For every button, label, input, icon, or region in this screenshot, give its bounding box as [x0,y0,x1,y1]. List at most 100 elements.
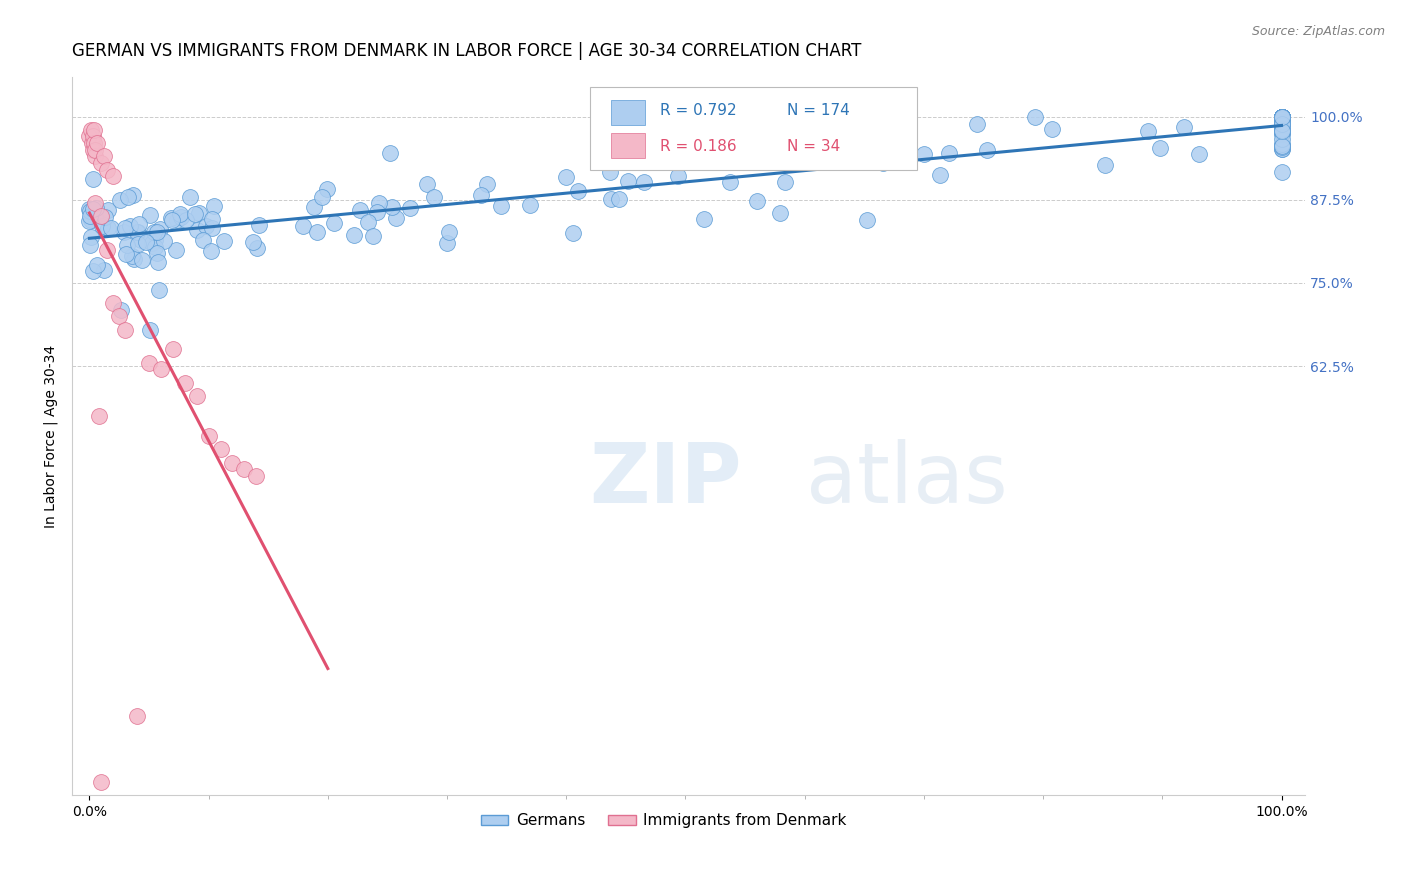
Point [773,149,796,163]
Point [305,226,328,240]
Point [90,156,112,170]
Point [79,209,101,223]
Point [202,199,225,213]
Point [1270,110,1292,124]
Point [912,147,935,161]
Point [666,169,689,183]
Point [121,188,143,202]
Point [1270,139,1292,153]
Point [747,194,769,208]
Point [1270,110,1292,124]
Point [93,149,115,163]
Point [83,136,105,150]
Point [1270,123,1292,137]
Point [1149,141,1171,155]
Point [201,211,224,226]
Point [607,192,630,206]
Bar [610,133,645,158]
Point [617,173,640,187]
Point [1270,110,1292,124]
Text: atlas: atlas [806,439,1008,520]
Point [214,234,236,248]
Point [242,235,264,250]
Point [131,252,153,267]
Point [1270,110,1292,124]
Point [82,202,104,216]
Point [1270,115,1292,129]
Point [245,469,267,483]
Point [633,175,655,189]
Point [79,123,101,137]
Legend: Germans, Immigrants from Denmark: Germans, Immigrants from Denmark [475,807,853,835]
Point [179,190,201,204]
Point [82,143,104,157]
Point [852,112,875,126]
Point [1270,110,1292,124]
Point [143,225,166,239]
Point [366,205,388,219]
Point [1270,110,1292,124]
Point [143,233,166,247]
Point [90,775,112,789]
Point [1188,147,1211,161]
Point [1270,110,1292,124]
Point [599,165,621,179]
Point [121,249,143,263]
Point [1270,110,1292,124]
Point [108,309,131,323]
Point [718,175,741,189]
Point [1270,126,1292,140]
Point [128,217,150,231]
Point [381,200,404,214]
Point [349,203,371,218]
Point [209,442,232,457]
Point [82,264,104,278]
Point [769,206,792,220]
Point [139,208,162,222]
Point [127,237,149,252]
Point [200,220,222,235]
Point [1270,110,1292,124]
Point [93,263,115,277]
Point [184,207,207,221]
Point [311,190,333,204]
Point [1270,110,1292,124]
Point [91,219,114,233]
Point [385,211,408,225]
Point [246,241,269,255]
Point [1270,110,1292,124]
Point [439,225,461,239]
Point [96,162,118,177]
Point [357,215,380,229]
Point [890,148,912,162]
Point [135,235,157,250]
Point [83,123,105,137]
Point [148,283,170,297]
Point [82,129,104,144]
Point [108,193,131,207]
Point [315,182,337,196]
Point [399,201,422,215]
FancyBboxPatch shape [589,87,917,170]
Point [554,169,576,184]
Point [200,244,222,258]
Point [103,169,125,184]
Point [367,195,389,210]
Point [79,129,101,144]
Point [1270,137,1292,152]
Text: GERMAN VS IMMIGRANTS FROM DENMARK IN LABOR FORCE | AGE 30-34 CORRELATION CHART: GERMAN VS IMMIGRANTS FROM DENMARK IN LAB… [72,42,860,60]
Point [938,145,960,160]
Point [84,149,107,163]
Text: N = 34: N = 34 [787,138,841,153]
Point [1270,110,1292,124]
Point [114,322,136,336]
Point [247,218,270,232]
Point [193,233,215,247]
Point [110,302,132,317]
Point [1270,138,1292,153]
Point [122,252,145,266]
Point [1270,124,1292,138]
Point [125,708,148,723]
Point [103,296,125,310]
Point [976,143,998,157]
